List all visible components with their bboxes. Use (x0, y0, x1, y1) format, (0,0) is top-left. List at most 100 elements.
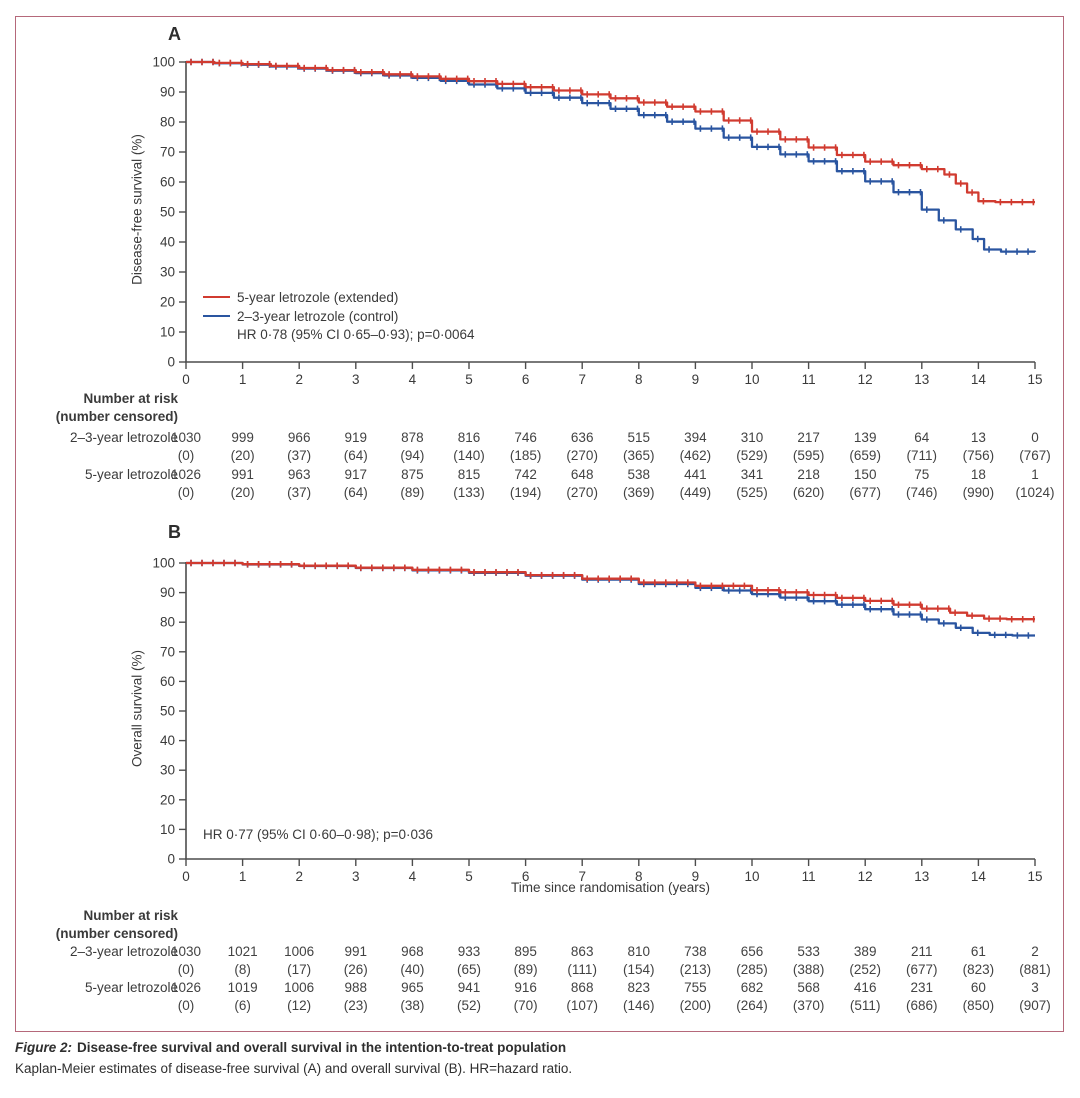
censored-value: (388) (792, 962, 825, 977)
at-risk-value: 2 (1031, 944, 1039, 959)
censored-value: (65) (456, 962, 481, 977)
at-risk-value: 217 (797, 430, 820, 445)
censored-value: (677) (906, 962, 938, 977)
censored-value: (38) (400, 998, 425, 1013)
censored-value: (12) (287, 998, 312, 1013)
censored-value: (213) (679, 962, 712, 977)
x-tick-label: 9 (692, 372, 700, 387)
km-curve-control (186, 561, 1035, 637)
at-risk-value: 515 (627, 430, 651, 445)
figure-border (15, 16, 1064, 1032)
at-risk-value: 991 (231, 467, 254, 482)
km-curve-extended (186, 561, 1035, 621)
extended-line-swatch (203, 295, 230, 299)
x-tick-label: 15 (1027, 869, 1042, 884)
at-risk-value: 231 (910, 980, 934, 995)
censored-value: (0) (177, 962, 195, 977)
at-risk-value: 1 (1031, 467, 1039, 482)
at-risk-value: 1019 (227, 980, 258, 995)
censored-value: (907) (1019, 998, 1051, 1013)
censored-value: (659) (849, 448, 881, 463)
censored-value: (185) (509, 448, 542, 463)
y-tick-label: 50 (160, 205, 175, 220)
at-risk-value: 916 (514, 980, 537, 995)
legend-label-extended: 5-year letrozole (extended) (237, 289, 399, 305)
censored-value: (525) (736, 485, 768, 500)
risk-table-subheader: (number censored) (55, 926, 178, 941)
censored-value: (154) (623, 962, 655, 977)
x-tick-label: 5 (465, 372, 473, 387)
at-risk-value: 416 (853, 980, 877, 995)
risk-row-label: 5-year letrozole (84, 980, 178, 995)
at-risk-value: 636 (570, 430, 594, 445)
censored-value: (94) (400, 448, 425, 463)
censored-value: (133) (453, 485, 485, 500)
at-risk-value: 917 (344, 467, 368, 482)
at-risk-value: 441 (684, 467, 707, 482)
x-tick-label: 3 (352, 372, 360, 387)
at-risk-value: 3 (1031, 980, 1039, 995)
legend-item-extended: 5-year letrozole (extended) (203, 288, 398, 306)
at-risk-value: 13 (970, 430, 986, 445)
x-tick-label: 8 (635, 372, 643, 387)
censored-value: (64) (343, 485, 368, 500)
control-line-swatch (203, 314, 230, 318)
x-tick-label: 14 (971, 372, 987, 387)
panel-a-label: A (168, 24, 181, 44)
risk-row-label: 2–3-year letrozole (69, 944, 178, 959)
x-tick-label: 7 (578, 372, 586, 387)
censored-value: (89) (400, 485, 425, 500)
at-risk-value: 18 (970, 467, 986, 482)
censored-value: (990) (962, 485, 995, 500)
at-risk-value: 682 (740, 980, 764, 995)
at-risk-value: 738 (684, 944, 707, 959)
censored-value: (270) (566, 485, 598, 500)
y-tick-label: 90 (160, 585, 175, 600)
at-risk-value: 919 (344, 430, 368, 445)
at-risk-value: 816 (457, 430, 481, 445)
censored-value: (40) (400, 962, 425, 977)
censored-value: (89) (513, 962, 538, 977)
at-risk-value: 568 (797, 980, 820, 995)
censored-value: (746) (906, 485, 938, 500)
at-risk-value: 60 (970, 980, 986, 995)
x-tick-label: 12 (858, 869, 873, 884)
legend-item-control: 2–3-year letrozole (control) (203, 307, 398, 325)
y-tick-label: 60 (160, 674, 175, 689)
at-risk-value: 968 (401, 944, 424, 959)
at-risk-value: 61 (970, 944, 986, 959)
censored-value: (881) (1019, 962, 1051, 977)
x-tick-label: 1 (239, 372, 247, 387)
censored-value: (369) (623, 485, 655, 500)
censored-value: (370) (792, 998, 825, 1013)
censored-value: (37) (287, 448, 312, 463)
at-risk-value: 538 (627, 467, 651, 482)
censored-value: (711) (906, 448, 938, 463)
censored-value: (511) (849, 998, 881, 1013)
y-tick-label: 100 (152, 556, 175, 571)
at-risk-value: 868 (570, 980, 594, 995)
x-tick-label: 11 (802, 372, 816, 387)
x-tick-label: 10 (744, 372, 759, 387)
censored-value: (107) (566, 998, 598, 1013)
at-risk-value: 1026 (170, 980, 202, 995)
censored-value: (767) (1019, 448, 1051, 463)
at-risk-value: 218 (797, 467, 820, 482)
at-risk-value: 1030 (170, 430, 202, 445)
y-tick-label: 10 (160, 822, 175, 837)
y-tick-label: 40 (160, 235, 175, 250)
at-risk-value: 139 (853, 430, 877, 445)
at-risk-value: 1006 (284, 944, 315, 959)
censored-value: (70) (513, 998, 538, 1013)
at-risk-value: 863 (570, 944, 594, 959)
y-tick-label: 40 (160, 733, 175, 748)
x-tick-label: 4 (409, 869, 417, 884)
censored-value: (686) (906, 998, 938, 1013)
censored-value: (17) (287, 962, 312, 977)
at-risk-value: 341 (740, 467, 764, 482)
censored-value: (200) (679, 998, 712, 1013)
x-tick-label: 2 (295, 372, 303, 387)
at-risk-value: 963 (287, 467, 311, 482)
